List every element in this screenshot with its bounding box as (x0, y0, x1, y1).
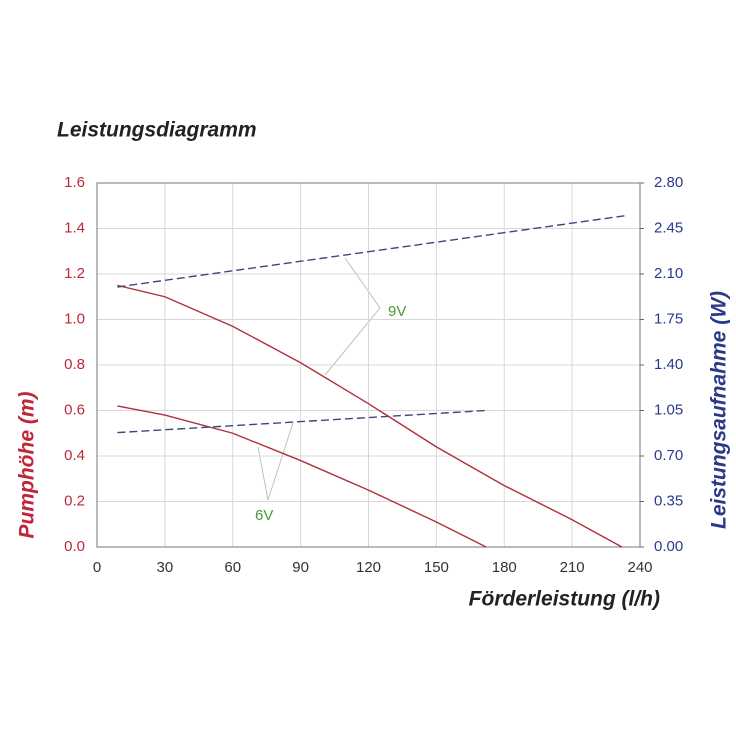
y2-tick-label: 2.80 (654, 174, 683, 191)
series-line (117, 284, 623, 548)
y2-tick-label: 2.10 (654, 265, 683, 282)
y2-tick-label: 1.05 (654, 401, 683, 418)
chart-title: Leistungsdiagramm (57, 119, 257, 142)
leader-9v (324, 257, 381, 376)
y-tick-label: 0.0 (64, 538, 85, 555)
y-tick-label: 0.8 (64, 356, 85, 373)
y2-tick-label: 0.70 (654, 447, 683, 464)
y-axis-title: Pumphöhe (m) (16, 392, 39, 539)
x-tick-label: 30 (157, 559, 174, 576)
x-tick-label: 240 (627, 559, 652, 576)
x-tick-label: 60 (224, 559, 241, 576)
series-line (117, 405, 487, 548)
y2-tick-label: 1.40 (654, 356, 683, 373)
x-tick-label: 180 (492, 559, 517, 576)
x-axis-title: Förderleistung (l/h) (469, 588, 660, 611)
annotation: 6V (255, 507, 273, 524)
y2-tick-label: 0.35 (654, 492, 683, 509)
y-tick-label: 1.0 (64, 310, 85, 327)
x-tick-label: 120 (356, 559, 381, 576)
y2-tick-label: 2.45 (654, 219, 683, 236)
y-tick-label: 0.4 (64, 447, 85, 464)
plot-frame (96, 182, 641, 548)
y2-tick-label: 1.75 (654, 310, 683, 327)
x-tick-label: 210 (560, 559, 585, 576)
y-tick-label: 0.6 (64, 401, 85, 418)
y2-axis-title: Leistungsaufnahme (W) (708, 291, 731, 529)
y-tick-label: 1.2 (64, 265, 85, 282)
y2-tick-label: 0.00 (654, 538, 683, 555)
y-tick-label: 1.4 (64, 219, 85, 236)
series-line (117, 409, 487, 434)
x-tick-label: 0 (93, 559, 101, 576)
annotation: 9V (388, 303, 406, 320)
x-tick-label: 90 (292, 559, 309, 576)
y-tick-label: 1.6 (64, 174, 85, 191)
x-tick-label: 150 (424, 559, 449, 576)
series-line (117, 214, 627, 288)
leader-6v (257, 422, 294, 501)
leader-lines (257, 257, 381, 501)
y-tick-label: 0.2 (64, 492, 85, 509)
